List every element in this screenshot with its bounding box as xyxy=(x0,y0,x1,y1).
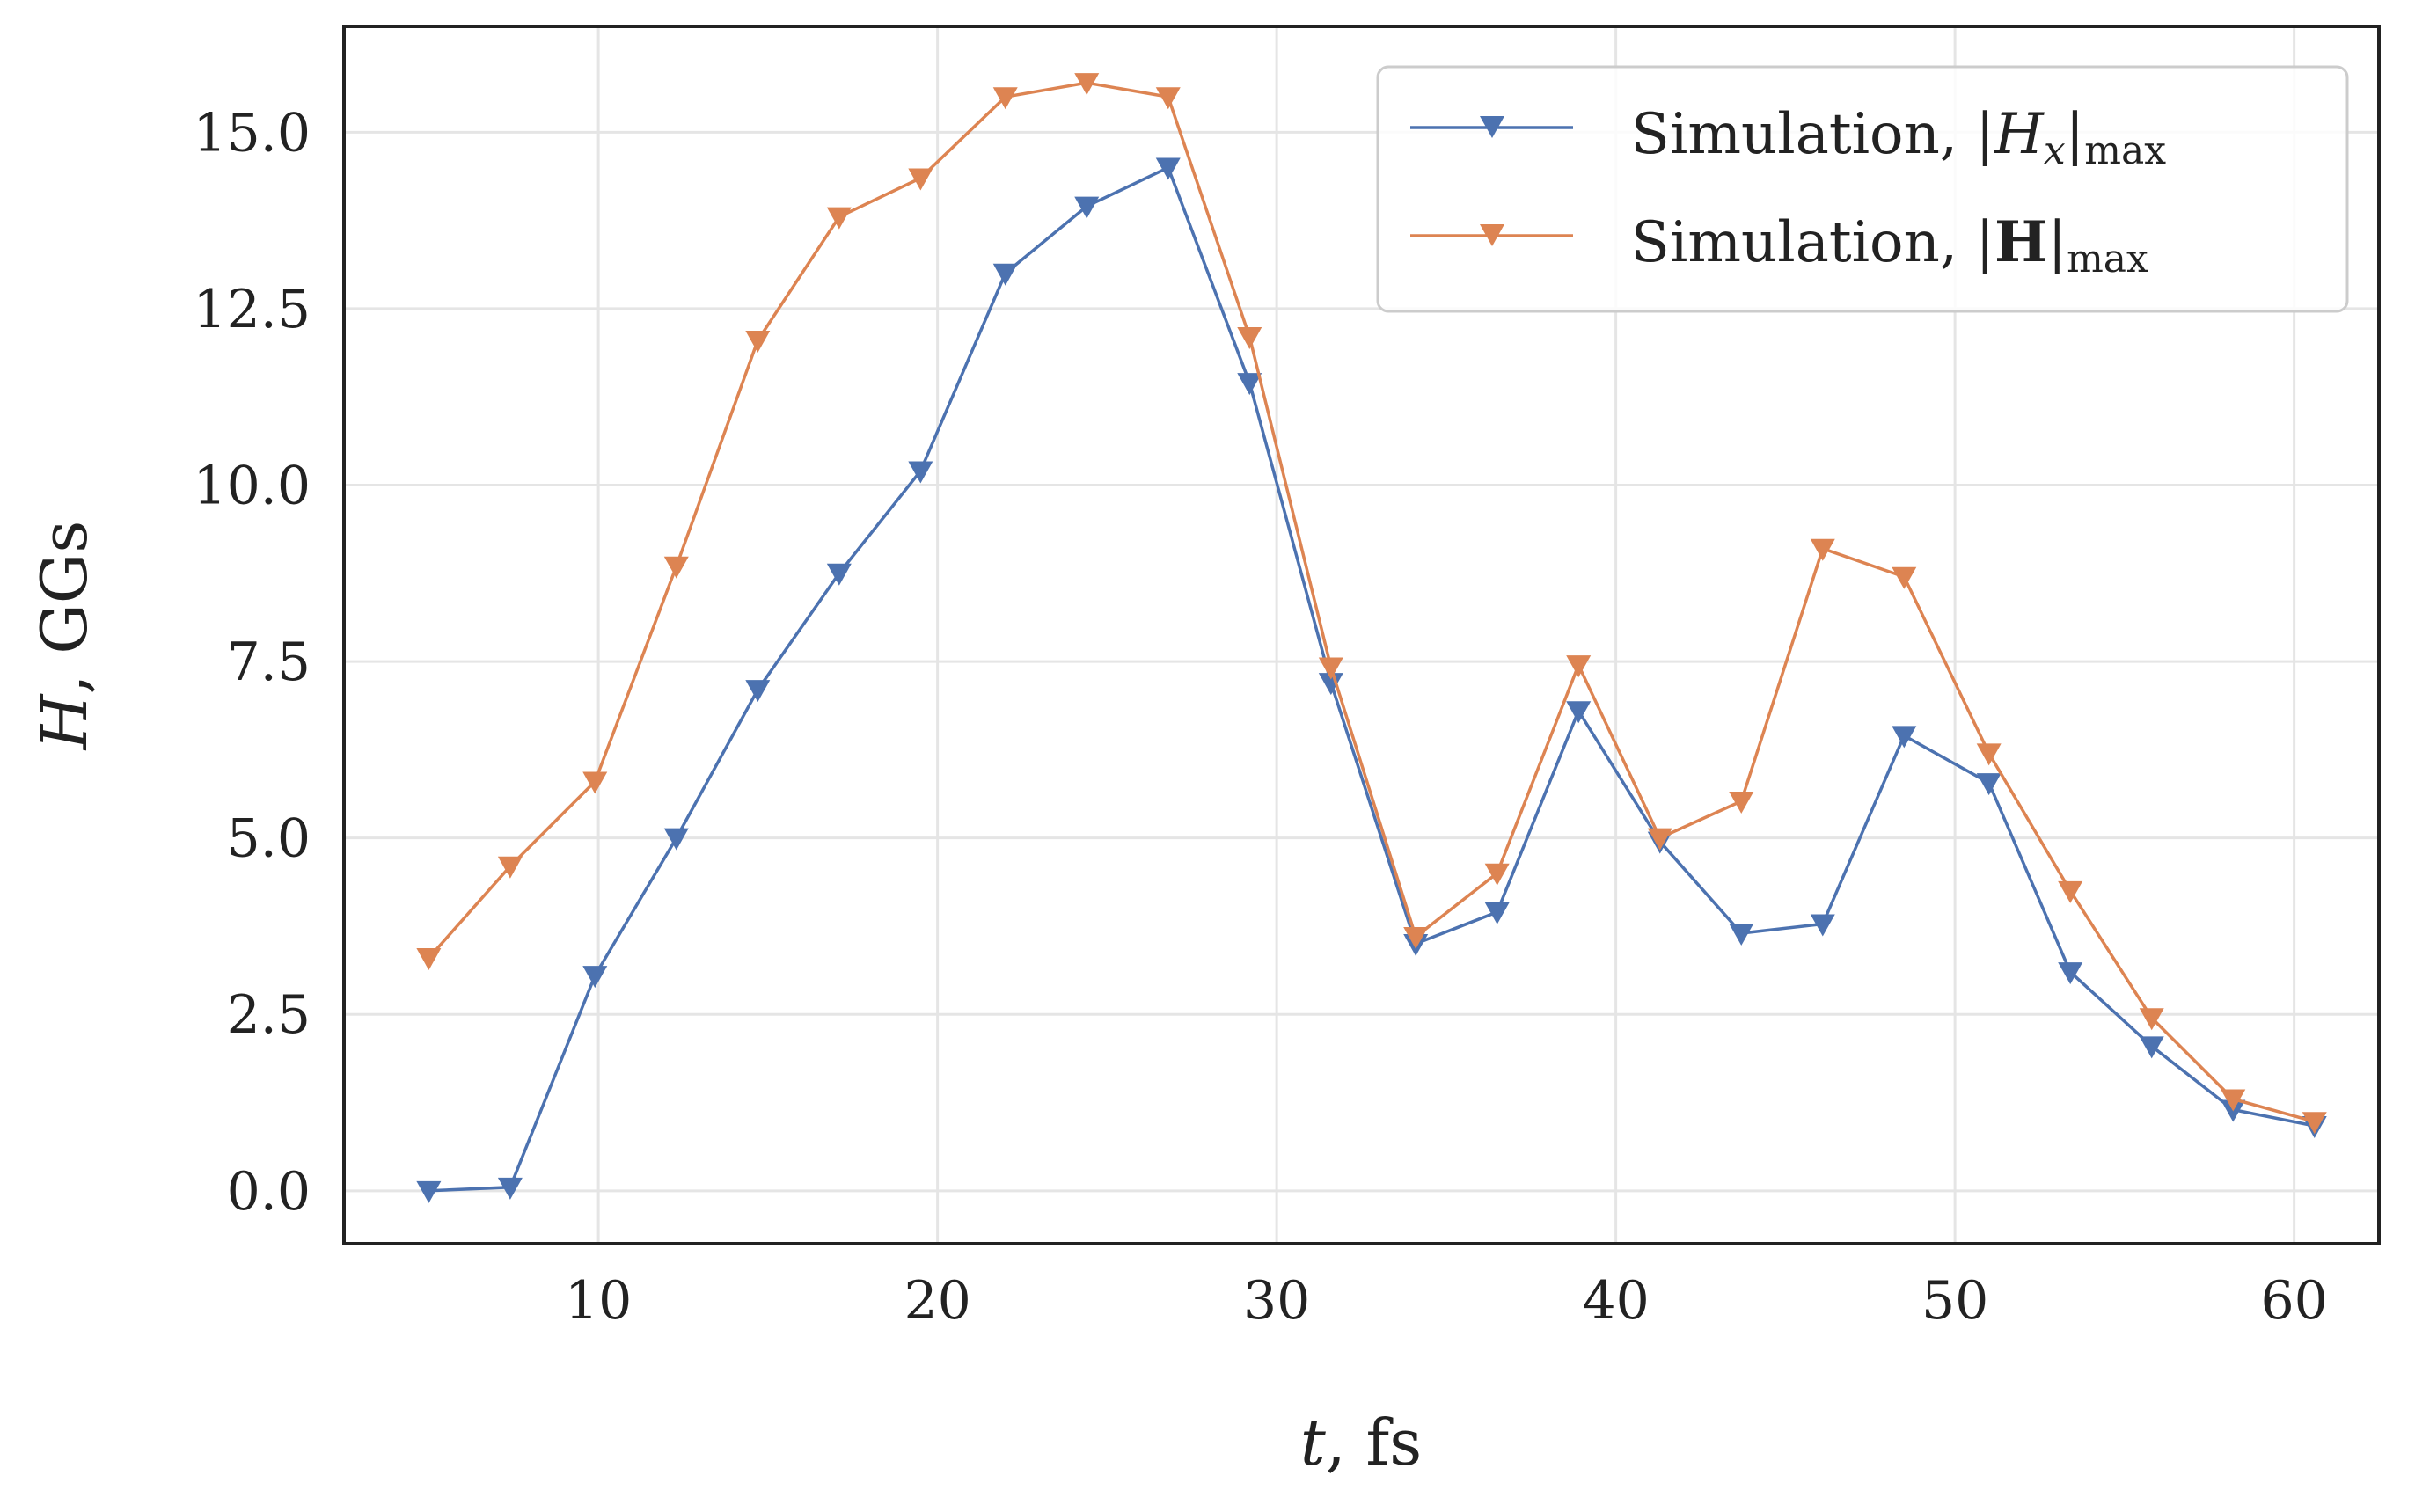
series-1-point xyxy=(992,263,1018,286)
series-2-point xyxy=(1892,566,1917,589)
series-2-point xyxy=(1566,655,1592,678)
series-2-point xyxy=(1403,926,1429,949)
y-tick-label: 12.5 xyxy=(193,279,311,340)
y-tick-label: 2.5 xyxy=(227,984,311,1046)
series-1-point xyxy=(1237,373,1262,396)
y-tick-label: 10.0 xyxy=(193,456,311,517)
series-2-point xyxy=(663,556,689,579)
legend-label-1-sub: x xyxy=(2044,128,2066,173)
legend-box xyxy=(1376,65,2349,313)
series-1-point xyxy=(1155,157,1181,180)
x-tick-label: 50 xyxy=(1921,1270,1988,1332)
legend-marker-1 xyxy=(1480,116,1504,138)
series-2-point xyxy=(2302,1112,2327,1135)
series-2-point xyxy=(416,948,442,971)
series-2-point xyxy=(2221,1089,2246,1112)
legend-label-1-suffix: max xyxy=(2084,128,2166,173)
series-2-point xyxy=(2058,880,2083,903)
series-1-point xyxy=(1810,914,1835,937)
series-1-point xyxy=(1566,701,1592,724)
legend-label-2-prefix: Simulation, | xyxy=(1631,210,1994,275)
x-axis-variable: t xyxy=(1300,1406,1327,1479)
series-2-point xyxy=(1155,87,1181,110)
series-1-point xyxy=(1892,726,1917,749)
series-1-point xyxy=(1074,196,1100,219)
series-2-point xyxy=(992,87,1018,110)
series-2-point xyxy=(1729,791,1754,814)
series-2-point xyxy=(1976,743,2002,766)
x-tick-label: 40 xyxy=(1582,1270,1649,1332)
y-tick-label: 5.0 xyxy=(227,808,311,870)
series-2-point xyxy=(1484,863,1510,886)
y-axis-unit: , GGs xyxy=(27,521,101,695)
legend: Simulation, |Hx|max Simulation, |H|max xyxy=(1376,65,2349,313)
series-2-point xyxy=(497,856,523,879)
series-layer xyxy=(416,73,2327,1203)
x-tick-label: 20 xyxy=(904,1270,970,1332)
legend-label-1-var: H xyxy=(1994,102,2045,167)
series-1-point xyxy=(1729,923,1754,946)
series-1-point xyxy=(416,1180,442,1203)
x-axis-label: t, fs xyxy=(1300,1406,1422,1479)
series-1-point xyxy=(745,680,771,703)
series-1-point xyxy=(582,966,608,989)
y-tick-label: 7.5 xyxy=(227,632,311,693)
legend-entry-2: Simulation, |H|max xyxy=(1410,209,2148,281)
series-2-point xyxy=(908,168,933,191)
legend-label-1: Simulation, |Hx|max xyxy=(1631,102,2166,173)
series-2-point xyxy=(1647,828,1672,851)
legend-entry-1: Simulation, |Hx|max xyxy=(1410,102,2166,173)
x-tick-labels: 10 20 30 40 50 60 xyxy=(565,1270,2328,1332)
series-2-point xyxy=(745,331,771,354)
series-1-point xyxy=(663,828,689,851)
series-2-point xyxy=(1318,657,1343,680)
x-axis-unit: , fs xyxy=(1326,1406,1422,1479)
legend-label-1-prefix: Simulation, | xyxy=(1631,102,1994,167)
series-2-point xyxy=(582,771,608,794)
series-1-point xyxy=(2139,1036,2164,1059)
legend-marker-2 xyxy=(1480,224,1504,246)
y-axis-variable: H xyxy=(27,693,101,751)
legend-label-2-bar: | xyxy=(2048,210,2067,275)
series-2-point xyxy=(2139,1008,2164,1031)
series-1-point xyxy=(826,563,852,586)
series-line-2 xyxy=(428,81,2316,1123)
series-2-point xyxy=(1074,73,1100,96)
series-line-1 xyxy=(428,165,2316,1193)
legend-label-2-suffix: max xyxy=(2067,237,2148,281)
series-2-point xyxy=(1810,538,1835,561)
series-1-point xyxy=(497,1177,523,1200)
y-tick-label: 15.0 xyxy=(193,102,311,164)
y-tick-labels: 0.0 2.5 5.0 7.5 10.0 12.5 15.0 xyxy=(193,102,311,1222)
legend-label-2-var: H xyxy=(1994,209,2047,275)
legend-label-2: Simulation, |H|max xyxy=(1631,209,2148,281)
series-1-point xyxy=(1976,773,2002,796)
y-axis-label: H, GGs xyxy=(27,521,101,752)
series-2-point xyxy=(1237,327,1262,350)
x-tick-label: 60 xyxy=(2260,1270,2327,1332)
series-2-point xyxy=(826,207,852,230)
series-1-point xyxy=(1484,902,1510,924)
series-1-point xyxy=(1318,673,1343,696)
series-1-point xyxy=(2058,962,2083,985)
axes-frame xyxy=(342,25,2381,1245)
y-tick-label: 0.0 xyxy=(227,1161,311,1223)
legend-label-1-bar: | xyxy=(2066,102,2085,167)
x-tick-label: 30 xyxy=(1243,1270,1310,1332)
x-tick-label: 10 xyxy=(565,1270,632,1332)
series-1-point xyxy=(908,461,933,484)
